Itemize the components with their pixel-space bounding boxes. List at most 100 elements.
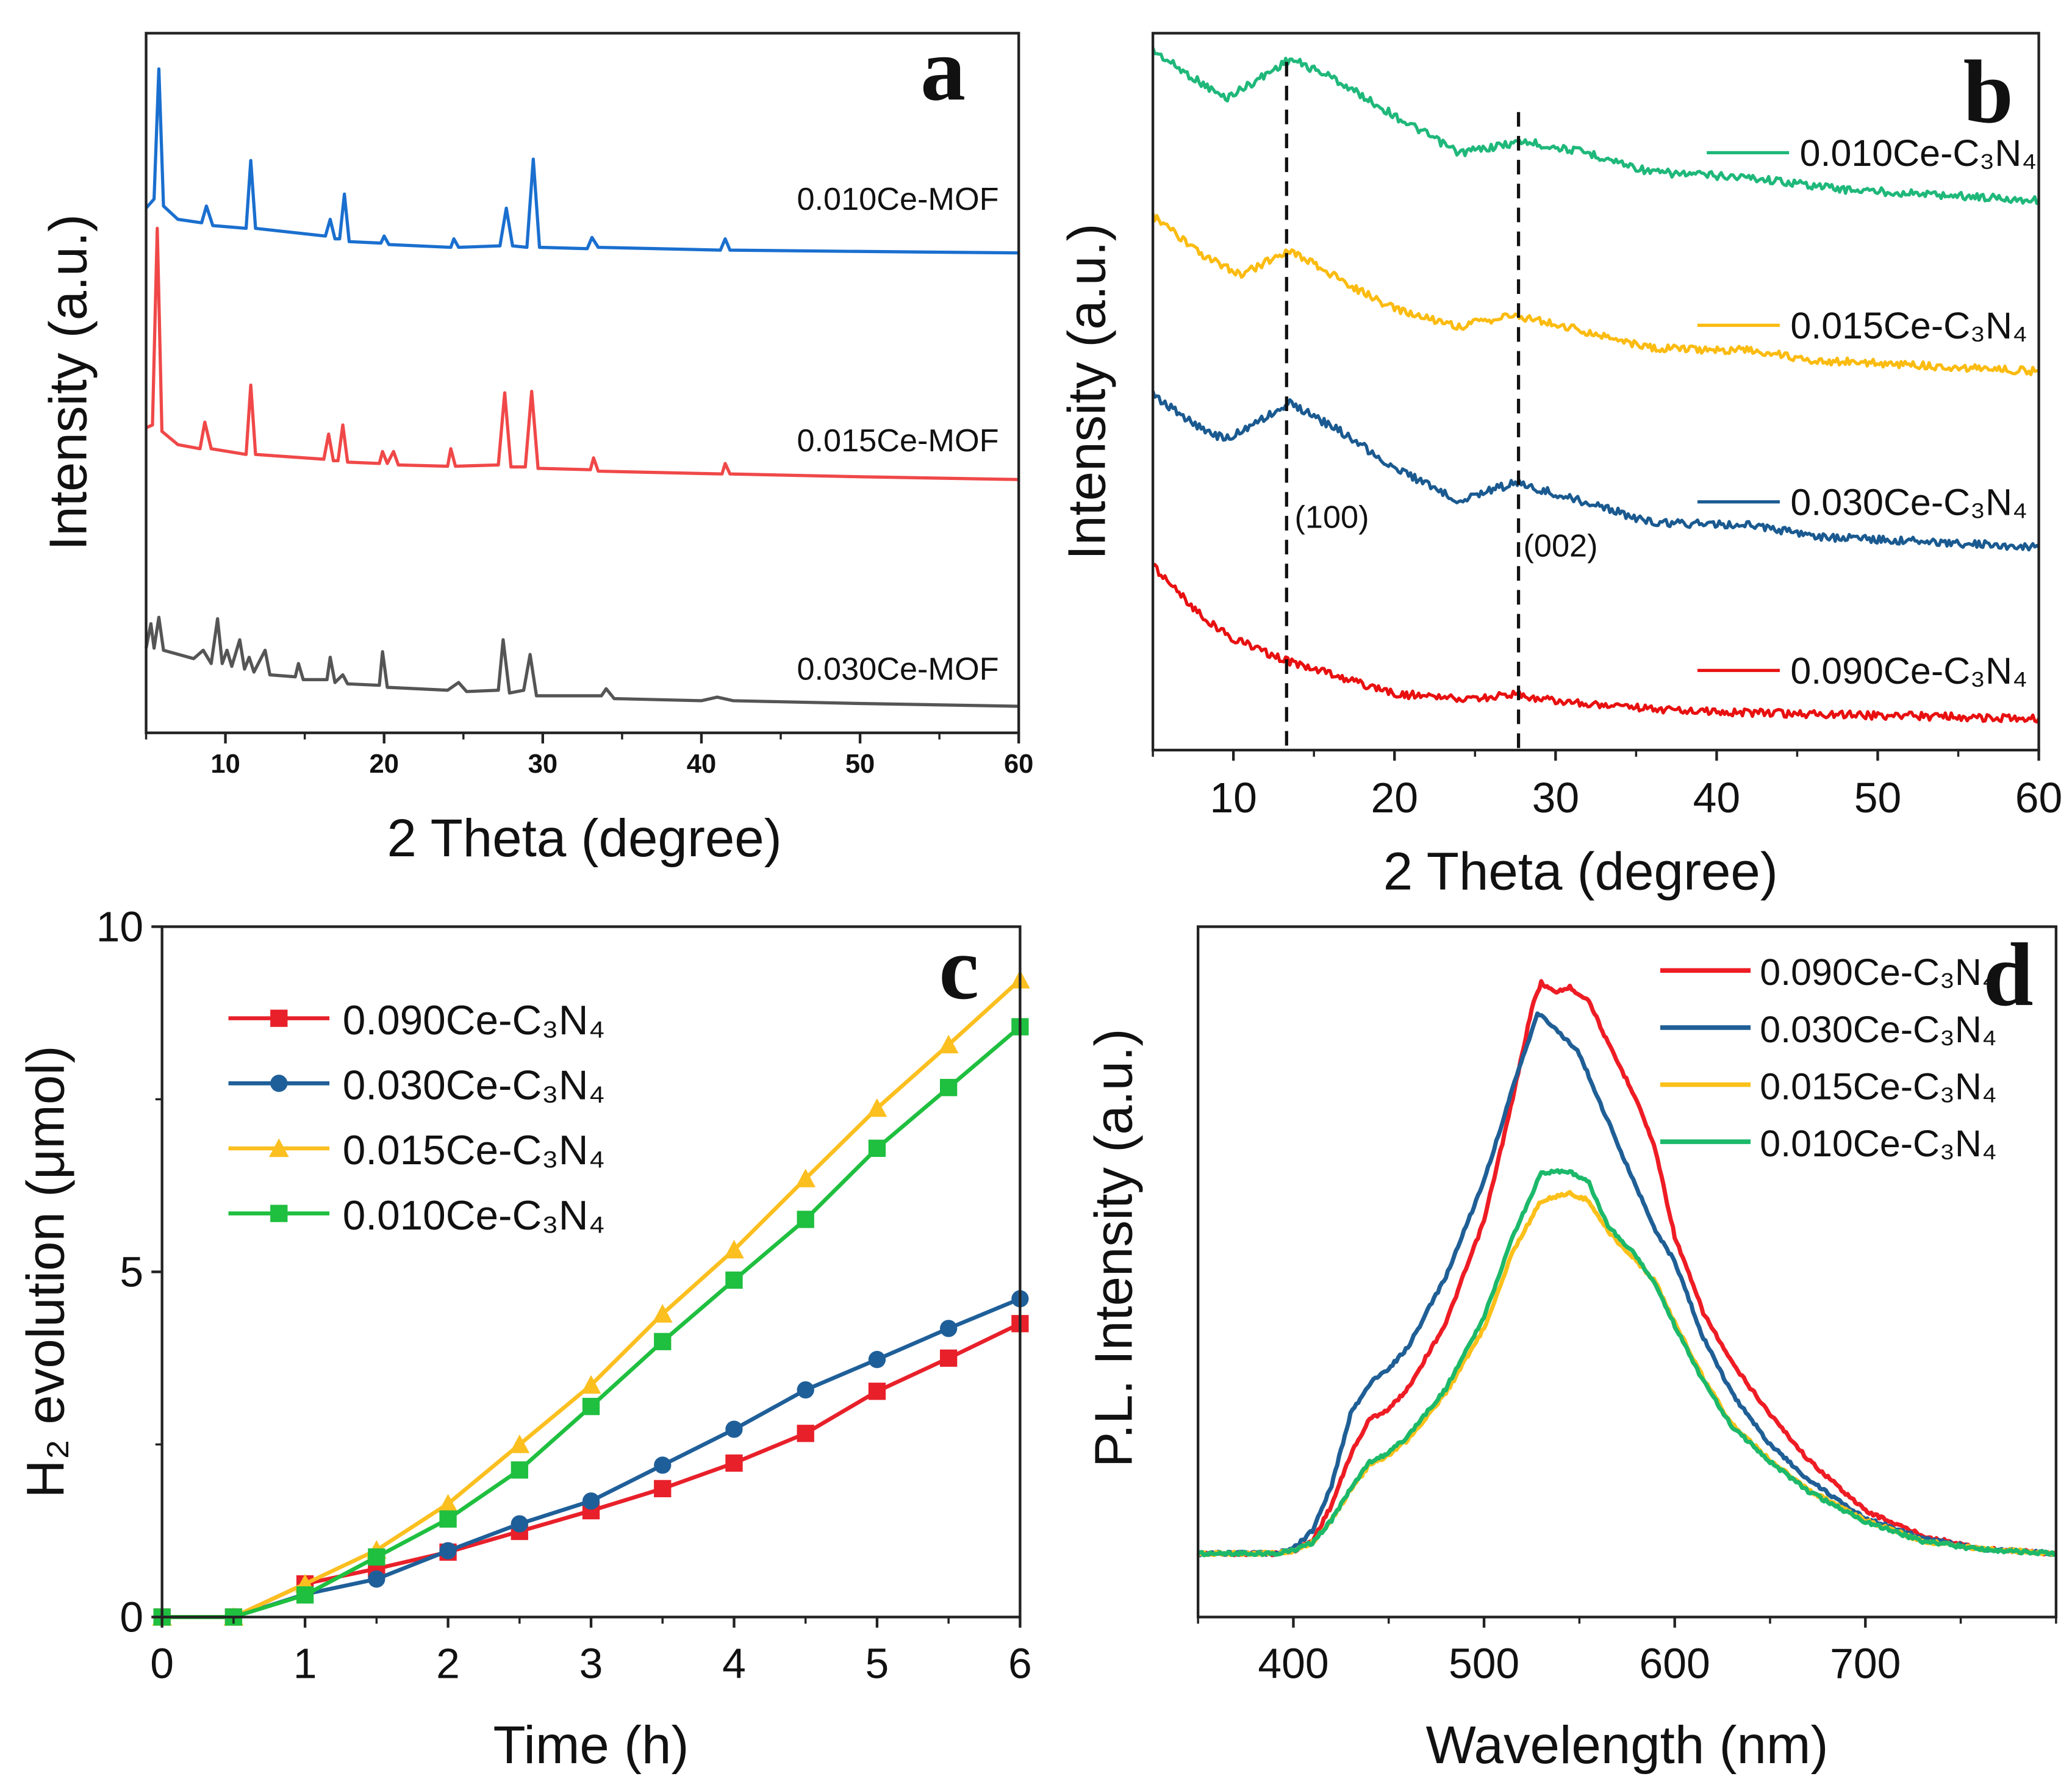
x-tick-label: 5 bbox=[866, 1640, 889, 1688]
x-tick-label: 0 bbox=[150, 1640, 174, 1688]
data-point-square bbox=[939, 1349, 958, 1367]
y-axis-label: Intensity (a.u.) bbox=[1058, 223, 1117, 560]
data-point-square bbox=[868, 1383, 886, 1400]
x-tick-label: 20 bbox=[369, 750, 398, 779]
data-point-circle bbox=[939, 1320, 958, 1337]
series-label: 0.010Ce-MOF bbox=[797, 182, 998, 217]
legend: 0.090Ce-C₃N₄ 0.030Ce-C₃N₄ 0.015Ce-C₃N₄ 0.01… bbox=[1660, 951, 1997, 1164]
series-line bbox=[145, 226, 1019, 481]
series-line bbox=[162, 1025, 1022, 1619]
data-point-triangle bbox=[795, 1169, 816, 1187]
x-tick-label: 2 bbox=[436, 1640, 460, 1688]
legend-label: 0.010Ce-C₃N₄ bbox=[1800, 132, 2037, 174]
data-point-square bbox=[439, 1510, 457, 1528]
panel-b: (100) (002) 10 20 30 40 50 60 2 Theta (degree) In… bbox=[1058, 32, 2062, 901]
legend-label: 0.010Ce-C₃N₄ bbox=[1760, 1123, 1997, 1164]
plot-frame bbox=[145, 32, 1020, 734]
x-tick-label: 600 bbox=[1640, 1640, 1710, 1688]
legend-label: 0.015Ce-C₃N₄ bbox=[1790, 305, 2027, 346]
legend-label: 0.010Ce-C₃N₄ bbox=[343, 1193, 605, 1239]
x-tick-label: 500 bbox=[1449, 1640, 1519, 1688]
data-point-triangle bbox=[268, 1138, 289, 1158]
legend-label: 0.015Ce-C₃N₄ bbox=[343, 1128, 605, 1173]
series-line bbox=[1151, 47, 2040, 206]
x-tick-label: 6 bbox=[1008, 1640, 1032, 1688]
panel-letter: a bbox=[920, 20, 966, 120]
x-axis-label: 2 Theta (degree) bbox=[387, 809, 782, 868]
series-line bbox=[162, 1297, 1021, 1619]
legend: 0.090Ce-C₃N₄ 0.030Ce-C₃N₄ 0.015Ce-C₃N₄ 0.01… bbox=[228, 998, 605, 1239]
data-point-square bbox=[511, 1461, 528, 1479]
data-point-circle bbox=[439, 1542, 457, 1559]
data-point-square bbox=[654, 1333, 672, 1350]
x-tick-label: 10 bbox=[1210, 774, 1256, 821]
data-point-circle bbox=[797, 1381, 814, 1399]
x-tick-label: 1 bbox=[293, 1640, 317, 1688]
series-line bbox=[1151, 213, 2040, 376]
legend-label: 0.030Ce-C₃N₄ bbox=[1760, 1009, 1997, 1050]
data-point-square bbox=[797, 1425, 814, 1442]
data-point-triangle bbox=[509, 1434, 530, 1453]
data-point-triangle bbox=[438, 1494, 458, 1512]
data-point-circle bbox=[868, 1351, 886, 1369]
data-point-square bbox=[725, 1271, 743, 1289]
data-point-triangle bbox=[652, 1304, 673, 1323]
y-tick-label: 0 bbox=[120, 1593, 143, 1641]
data-point-circle bbox=[511, 1515, 528, 1533]
x-axis-label: Wavelength (nm) bbox=[1426, 1716, 1829, 1775]
y-tick-label: 5 bbox=[120, 1248, 143, 1295]
panel-letter: d bbox=[1983, 925, 2033, 1025]
peak-annotation: (002) bbox=[1524, 529, 1598, 564]
x-tick-label: 400 bbox=[1258, 1640, 1328, 1688]
panel-a: 10 20 30 40 50 60 2 Theta (degree) Intensity (a… bbox=[39, 20, 1034, 868]
plot-frame bbox=[1151, 32, 2040, 752]
data-point-square bbox=[270, 1009, 288, 1027]
y-axis-label: P.L. Intensity (a.u.) bbox=[1084, 1029, 1143, 1467]
data-point-triangle bbox=[724, 1239, 744, 1259]
data-point-circle bbox=[368, 1570, 385, 1588]
legend-label: 0.030Ce-C₃N₄ bbox=[343, 1062, 605, 1108]
x-tick-label: 4 bbox=[722, 1640, 746, 1688]
x-tick-label: 20 bbox=[1371, 774, 1418, 821]
series-line bbox=[1151, 390, 2040, 552]
series-line bbox=[1196, 1168, 2057, 1558]
x-tick-label: 40 bbox=[687, 750, 716, 779]
data-point-triangle bbox=[867, 1098, 887, 1117]
y-tick-label: 10 bbox=[96, 903, 143, 950]
y-axis-label: H₂ evolution (μmol) bbox=[16, 1045, 76, 1498]
x-tick-label: 30 bbox=[1532, 774, 1579, 821]
series-label: 0.015Ce-MOF bbox=[797, 423, 998, 459]
legend-label: 0.030Ce-C₃N₄ bbox=[1790, 482, 2027, 523]
series-line bbox=[145, 67, 1019, 255]
series-line bbox=[144, 615, 1019, 708]
x-tick-label: 60 bbox=[1004, 750, 1033, 779]
data-point-triangle bbox=[938, 1034, 959, 1054]
x-tick-label: 3 bbox=[579, 1640, 603, 1688]
series-label: 0.030Ce-MOF bbox=[797, 652, 998, 687]
series-line bbox=[162, 1322, 1021, 1619]
x-tick-label: 50 bbox=[1854, 774, 1901, 821]
data-point-square bbox=[296, 1586, 314, 1604]
x-tick-label: 40 bbox=[1693, 774, 1740, 821]
x-axis-label: Time (h) bbox=[493, 1716, 689, 1775]
data-point-square bbox=[654, 1480, 672, 1498]
legend-label: 0.090Ce-C₃N₄ bbox=[343, 998, 605, 1043]
data-point-circle bbox=[270, 1075, 288, 1092]
data-point-circle bbox=[654, 1456, 672, 1474]
data-point-triangle bbox=[581, 1375, 601, 1394]
plot-frame bbox=[1196, 925, 2058, 1619]
data-point-square bbox=[868, 1139, 886, 1157]
x-tick-label: 30 bbox=[528, 750, 557, 779]
data-point-square bbox=[939, 1079, 958, 1097]
data-point-square bbox=[797, 1211, 814, 1228]
y-axis-label: Intensity (a.u.) bbox=[39, 214, 98, 551]
data-point-circle bbox=[582, 1492, 600, 1510]
legend-label: 0.090Ce-C₃N₄ bbox=[1790, 650, 2027, 692]
x-tick-label: 60 bbox=[2015, 774, 2062, 821]
panel-letter: c bbox=[939, 918, 979, 1018]
legend-label: 0.090Ce-C₃N₄ bbox=[1760, 951, 1997, 993]
panel-letter: b bbox=[1963, 42, 2013, 142]
peak-annotation: (100) bbox=[1295, 500, 1369, 535]
